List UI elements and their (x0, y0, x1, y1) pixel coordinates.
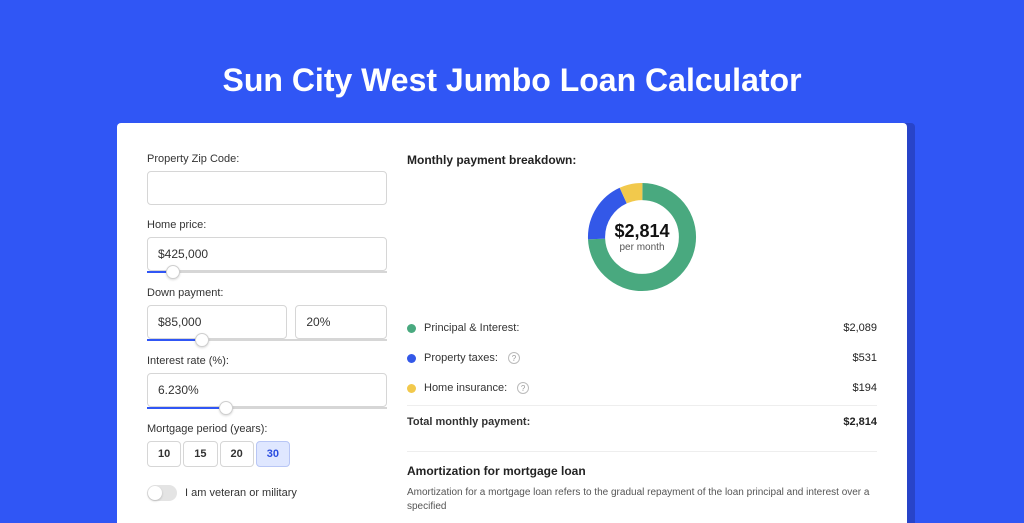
down-payment-label: Down payment: (147, 287, 387, 299)
zip-input[interactable] (147, 171, 387, 205)
total-label: Total monthly payment: (407, 416, 530, 428)
interest-field: Interest rate (%): (147, 355, 387, 409)
zip-label: Property Zip Code: (147, 153, 387, 165)
period-btn-10[interactable]: 10 (147, 441, 181, 467)
legend-label: Home insurance: (424, 382, 507, 394)
home-price-input[interactable] (147, 237, 387, 271)
home-price-slider[interactable] (147, 271, 387, 273)
interest-input[interactable] (147, 373, 387, 407)
total-row: Total monthly payment: $2,814 (407, 405, 877, 437)
amortization-title: Amortization for mortgage loan (407, 464, 877, 478)
calculator-card: Property Zip Code: Home price: Down paym… (117, 123, 907, 523)
down-payment-pct-input[interactable] (295, 305, 387, 339)
amortization-text: Amortization for a mortgage loan refers … (407, 486, 877, 514)
breakdown-title: Monthly payment breakdown: (407, 153, 877, 167)
home-price-field: Home price: (147, 219, 387, 273)
veteran-toggle[interactable] (147, 485, 177, 501)
period-label: Mortgage period (years): (147, 423, 387, 435)
legend: Principal & Interest: $2,089 Property taxe… (407, 313, 877, 403)
donut-sub: per month (619, 242, 664, 253)
down-payment-input[interactable] (147, 305, 287, 339)
home-price-slider-thumb[interactable] (166, 265, 180, 279)
donut-center: $2,814 per month (582, 177, 702, 297)
breakdown-column: Monthly payment breakdown: $2,814 per mo… (407, 153, 877, 523)
down-payment-slider-fill (147, 339, 195, 341)
form-column: Property Zip Code: Home price: Down paym… (147, 153, 387, 523)
home-price-slider-fill (147, 271, 166, 273)
interest-slider[interactable] (147, 407, 387, 409)
period-options: 10152030 (147, 441, 387, 467)
interest-slider-fill (147, 407, 219, 409)
period-btn-30[interactable]: 30 (256, 441, 290, 467)
legend-value: $194 (853, 382, 877, 394)
period-field: Mortgage period (years): 10152030 (147, 423, 387, 467)
zip-field: Property Zip Code: (147, 153, 387, 205)
legend-dot (407, 384, 416, 393)
donut-wrap: $2,814 per month (407, 177, 877, 297)
interest-label: Interest rate (%): (147, 355, 387, 367)
home-price-label: Home price: (147, 219, 387, 231)
down-payment-slider[interactable] (147, 339, 387, 341)
legend-row: Home insurance:? $194 (407, 373, 877, 403)
donut-chart: $2,814 per month (582, 177, 702, 297)
period-btn-20[interactable]: 20 (220, 441, 254, 467)
veteran-toggle-knob (148, 486, 162, 500)
legend-label: Property taxes: (424, 352, 498, 364)
legend-row: Property taxes:? $531 (407, 343, 877, 373)
veteran-label: I am veteran or military (185, 487, 297, 499)
legend-dot (407, 354, 416, 363)
down-payment-field: Down payment: (147, 287, 387, 341)
info-icon[interactable]: ? (508, 352, 520, 364)
legend-dot (407, 324, 416, 333)
legend-row: Principal & Interest: $2,089 (407, 313, 877, 343)
period-btn-15[interactable]: 15 (183, 441, 217, 467)
veteran-row: I am veteran or military (147, 485, 387, 501)
total-value: $2,814 (843, 416, 877, 428)
interest-slider-thumb[interactable] (219, 401, 233, 415)
donut-value: $2,814 (614, 221, 669, 242)
legend-label: Principal & Interest: (424, 322, 519, 334)
legend-value: $2,089 (843, 322, 877, 334)
legend-value: $531 (853, 352, 877, 364)
page-title: Sun City West Jumbo Loan Calculator (0, 0, 1024, 123)
down-payment-slider-thumb[interactable] (195, 333, 209, 347)
amortization-section: Amortization for mortgage loan Amortizat… (407, 451, 877, 514)
info-icon[interactable]: ? (517, 382, 529, 394)
